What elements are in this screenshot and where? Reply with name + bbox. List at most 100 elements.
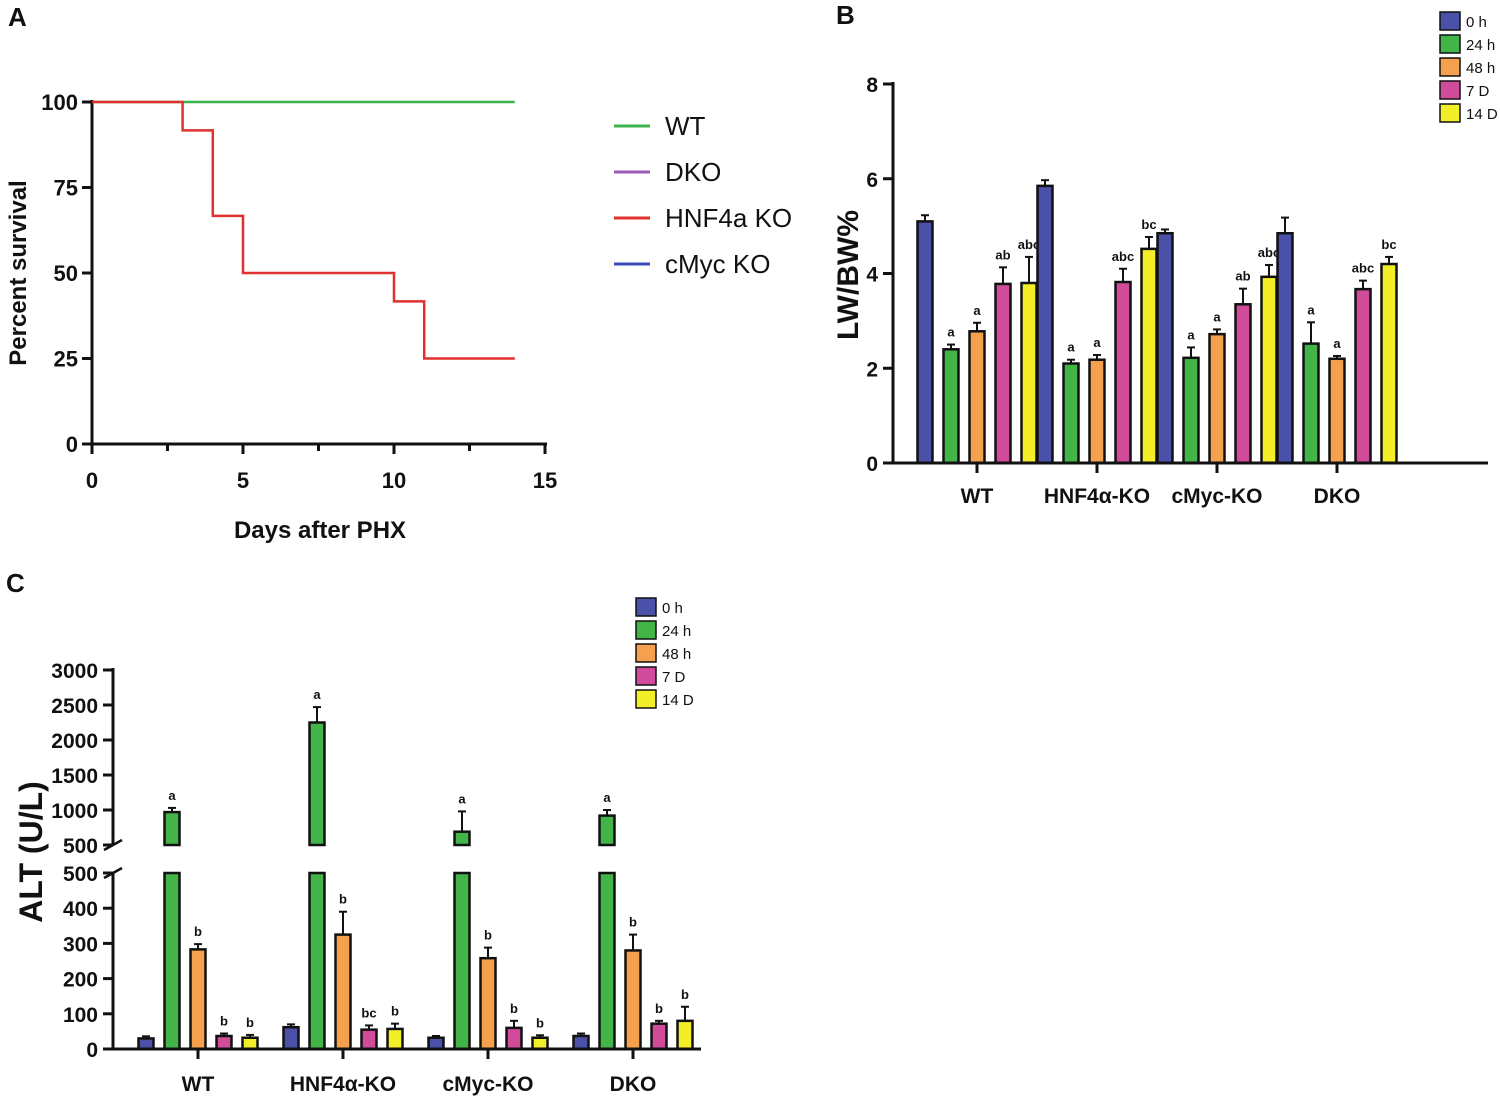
y-tick-label: 75 (54, 176, 78, 201)
legend-swatch (635, 597, 657, 617)
bar (308, 871, 326, 1051)
panel-label-a: A (8, 2, 27, 32)
y-tick-label: 400 (63, 898, 98, 921)
y-tick-label: 500 (63, 863, 98, 886)
legend-label: cMyc KO (665, 249, 770, 279)
significance-label: a (1333, 336, 1341, 351)
y-tick-label: 2000 (51, 730, 98, 753)
bar (916, 220, 934, 465)
significance-label: a (1187, 327, 1195, 342)
significance-label: b (655, 1001, 663, 1016)
bar (1260, 275, 1278, 465)
bar (1020, 281, 1038, 465)
bar (163, 810, 181, 847)
bar (1088, 358, 1106, 465)
bar (994, 282, 1012, 465)
legend-label: 0 h (662, 600, 683, 617)
bar (215, 1034, 233, 1051)
significance-label: bc (1381, 237, 1396, 252)
y-axis-label: LW/BW% (832, 210, 865, 340)
bar (137, 1037, 155, 1051)
legend-label: 7 D (1466, 83, 1490, 100)
y-tick-label: 100 (63, 1004, 98, 1027)
y-axis-label: ALT (U/L) (13, 781, 49, 923)
bar (968, 330, 986, 465)
legend-swatch (635, 643, 657, 663)
bar (1208, 332, 1226, 465)
bar (1302, 342, 1320, 465)
y-tick-label: 1500 (51, 765, 98, 788)
significance-label: ab (1235, 269, 1250, 284)
bar (189, 948, 207, 1051)
bar (505, 1026, 523, 1051)
significance-label: abc (1018, 237, 1040, 252)
bar (1234, 303, 1252, 465)
bar (1036, 184, 1054, 465)
bar-break-gap (451, 847, 473, 871)
survival-legend: WT DKO HNF4a KO cMyc KO (614, 111, 792, 279)
bar (1062, 362, 1080, 465)
significance-label: a (458, 791, 466, 806)
y-tick-label: 2500 (51, 695, 98, 718)
bar (531, 1036, 549, 1051)
y-tick-label: 0 (86, 1039, 98, 1062)
panel-label-b: B (836, 0, 855, 30)
bar (479, 956, 497, 1051)
y-tick-label: 50 (54, 261, 78, 286)
significance-label: ab (995, 247, 1010, 262)
bar (386, 1027, 404, 1051)
bar (163, 871, 181, 1051)
bar-break-gap (596, 847, 618, 871)
legend-swatch (1439, 57, 1461, 77)
significance-label: a (1067, 340, 1075, 355)
significance-label: b (484, 928, 492, 943)
y-tick-label: 0 (66, 432, 78, 457)
x-tick-label: 5 (237, 468, 249, 493)
significance-label: b (339, 892, 347, 907)
y-tick-label: 8 (866, 74, 878, 97)
bar (598, 814, 616, 847)
legend-label: 7 D (662, 669, 686, 686)
y-tick-label: 6 (866, 169, 878, 192)
bar (1156, 231, 1174, 465)
category-label: HNF4α-KO (1044, 485, 1150, 508)
y-tick-label: 4 (866, 264, 878, 287)
significance-label: b (536, 1015, 544, 1030)
category-label: cMyc-KO (1171, 485, 1262, 508)
significance-label: a (168, 788, 176, 803)
legend-label: 0 h (1466, 14, 1487, 31)
bar (572, 1034, 590, 1051)
bar (1328, 357, 1346, 465)
legend-swatch (1439, 80, 1461, 100)
y-axis-label: Percent survival (5, 180, 32, 365)
legend-swatch (1439, 34, 1461, 54)
category-label: DKO (610, 1073, 657, 1096)
significance-label: bc (361, 1005, 376, 1020)
legend-swatch (635, 620, 657, 640)
significance-label: b (194, 924, 202, 939)
legend-label: 24 h (662, 623, 691, 640)
category-label: DKO (1314, 485, 1361, 508)
bar (282, 1025, 300, 1051)
x-axis-label: Days after PHX (234, 517, 406, 544)
bar (1276, 231, 1294, 465)
bar (308, 721, 326, 847)
significance-label: a (947, 325, 955, 340)
legend-label: 48 h (1466, 60, 1495, 77)
bar-break-gap (161, 847, 183, 871)
significance-label: a (1093, 335, 1101, 350)
survival-line-hnf4a-ko (92, 100, 515, 360)
legend-label: DKO (665, 157, 721, 187)
panel-label-c: C (6, 568, 25, 598)
significance-label: a (1307, 302, 1315, 317)
significance-label: abc (1352, 261, 1374, 276)
bar (360, 1028, 378, 1051)
x-tick-label: 10 (382, 468, 406, 493)
significance-label: b (681, 987, 689, 1002)
legend-swatch (1439, 103, 1461, 123)
category-label: WT (961, 485, 994, 508)
significance-label: b (391, 1004, 399, 1019)
bar (942, 348, 960, 465)
